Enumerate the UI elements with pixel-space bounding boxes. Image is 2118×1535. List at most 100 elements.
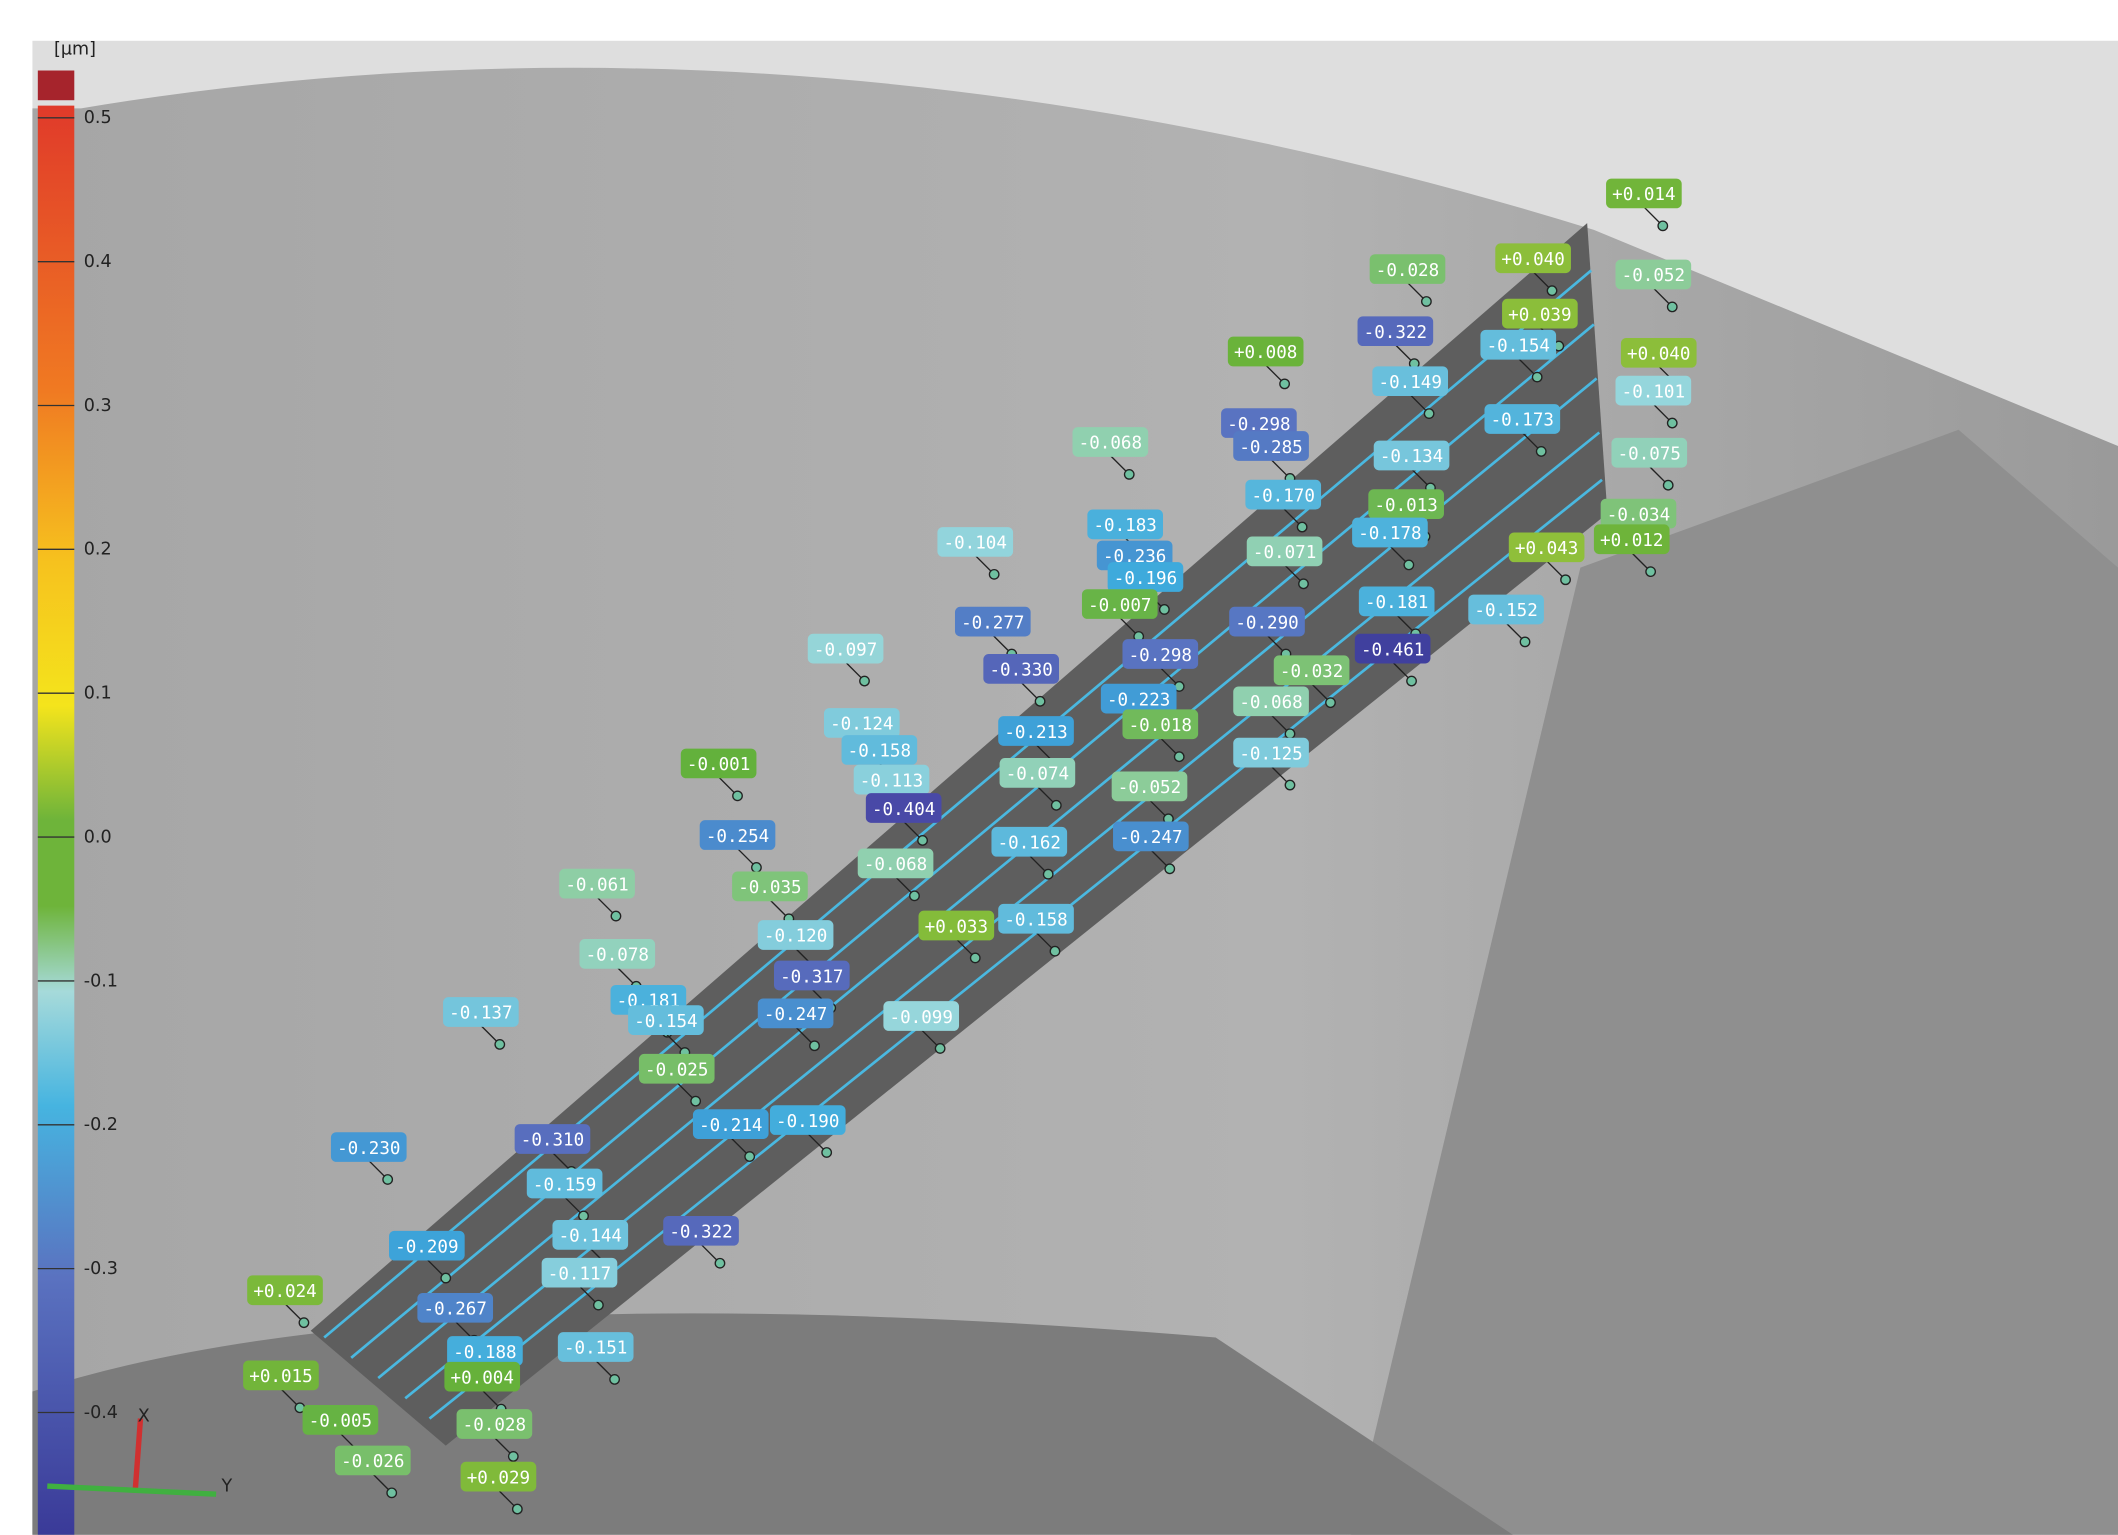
label-text: -0.330	[989, 661, 1052, 681]
label-box	[444, 1361, 521, 1392]
probe-point	[934, 1043, 946, 1054]
label-text: -0.075	[1618, 445, 1681, 465]
deviation-label: -0.290	[1229, 606, 1305, 660]
label-text: -0.404	[872, 800, 935, 820]
deviation-label: +0.008	[1227, 336, 1304, 390]
label-text: -0.151	[564, 1339, 627, 1359]
probe-point	[1531, 371, 1543, 383]
label-text: +0.040	[1501, 250, 1564, 270]
probe-point	[1406, 675, 1417, 687]
label-text: -0.101	[1622, 382, 1685, 402]
label-box	[692, 1109, 769, 1139]
unit-label: [µm]	[54, 39, 96, 59]
label-box	[447, 1336, 523, 1366]
label-text: -0.125	[1239, 744, 1302, 764]
deviation-label: -0.183	[1087, 509, 1164, 563]
probe-point	[732, 790, 743, 802]
label-box	[823, 708, 900, 738]
probe-point	[821, 1147, 833, 1158]
label-text: -0.137	[449, 1004, 512, 1024]
label-box	[579, 939, 656, 969]
deviation-label: -0.170	[1245, 479, 1322, 533]
deviation-label: -0.230	[330, 1132, 407, 1185]
label-box	[1081, 589, 1158, 619]
label-box	[1593, 524, 1670, 555]
label-box	[541, 1257, 618, 1288]
probe-point	[1050, 799, 1062, 811]
label-text: +0.040	[1627, 345, 1690, 365]
label-box	[456, 1409, 533, 1439]
label-text: -0.144	[559, 1227, 622, 1247]
tooth-flank	[1350, 429, 2118, 1535]
deviation-label: -0.330	[983, 654, 1059, 707]
label-box	[769, 1105, 846, 1135]
probe-point	[1519, 636, 1531, 648]
label-text: -0.209	[395, 1237, 458, 1257]
color-bar	[37, 105, 75, 1535]
deviation-label: -0.117	[541, 1257, 618, 1311]
label-box	[1229, 606, 1305, 637]
deviation-label: -0.124	[823, 708, 900, 761]
label-box	[853, 764, 930, 795]
label-text: -0.190	[776, 1112, 839, 1132]
probe-point	[386, 1487, 398, 1499]
label-text: -0.159	[533, 1175, 596, 1195]
label-text: -0.099	[890, 1008, 953, 1028]
deviation-label: -0.074	[999, 758, 1076, 811]
probe-point	[1560, 574, 1571, 586]
deviation-label: +0.015	[243, 1360, 319, 1414]
deviation-label: +0.029	[460, 1461, 537, 1515]
label-box	[559, 868, 635, 899]
label-box	[1495, 243, 1571, 274]
label-text: -0.181	[1365, 593, 1428, 613]
deviation-label: -0.137	[443, 997, 519, 1050]
label-box	[1233, 737, 1309, 768]
deviation-label: -0.152	[1468, 594, 1544, 648]
probe-point	[511, 1503, 523, 1515]
label-box	[757, 920, 834, 950]
label-text: -0.158	[848, 742, 911, 762]
scale-label: -0.3	[84, 1259, 118, 1279]
label-box	[1606, 178, 1682, 209]
label-box	[1502, 298, 1578, 329]
deviation-label: -0.078	[579, 939, 656, 992]
deviation-label: +0.039	[1502, 298, 1578, 352]
label-text: -0.025	[645, 1060, 708, 1080]
label-text: +0.033	[925, 917, 988, 937]
scale-label: 0.2	[84, 540, 112, 560]
axis-x-label: X	[138, 1406, 150, 1426]
axis-y-label: Y	[221, 1477, 233, 1497]
label-text: +0.004	[451, 1368, 514, 1388]
deviation-label: -0.162	[991, 826, 1068, 880]
label-box	[1358, 586, 1435, 617]
deviation-label: -0.097	[807, 633, 884, 687]
deviation-label: -0.068	[1072, 427, 1149, 480]
label-box	[1113, 821, 1189, 852]
label-text: -0.152	[1474, 601, 1537, 621]
label-box	[773, 960, 850, 991]
label-box	[918, 910, 995, 941]
label-text: -0.183	[1093, 516, 1156, 536]
deviation-label: +0.043	[1508, 532, 1585, 586]
probe-point	[809, 1040, 820, 1052]
label-text: -0.005	[309, 1412, 372, 1432]
label-box	[557, 1332, 634, 1362]
label-box	[1620, 337, 1697, 368]
deviation-label: -0.125	[1233, 737, 1309, 791]
deviation-label: -0.026	[334, 1445, 411, 1499]
label-text: -0.120	[764, 927, 827, 947]
deviation-label: -0.181	[1358, 586, 1435, 640]
label-box	[663, 1215, 739, 1246]
probe-point	[1403, 559, 1415, 571]
label-box	[1611, 437, 1688, 468]
label-text: -0.113	[860, 771, 923, 791]
deviation-label: -0.013	[1368, 489, 1444, 542]
label-box	[526, 1168, 603, 1199]
deviation-label: +0.033	[918, 910, 995, 964]
label-box	[998, 903, 1074, 934]
deviation-label: -0.052	[1615, 259, 1692, 313]
deviation-label: -0.001	[680, 748, 757, 802]
probe-point	[1546, 285, 1558, 297]
label-box	[1372, 366, 1449, 397]
label-box	[1122, 709, 1199, 740]
